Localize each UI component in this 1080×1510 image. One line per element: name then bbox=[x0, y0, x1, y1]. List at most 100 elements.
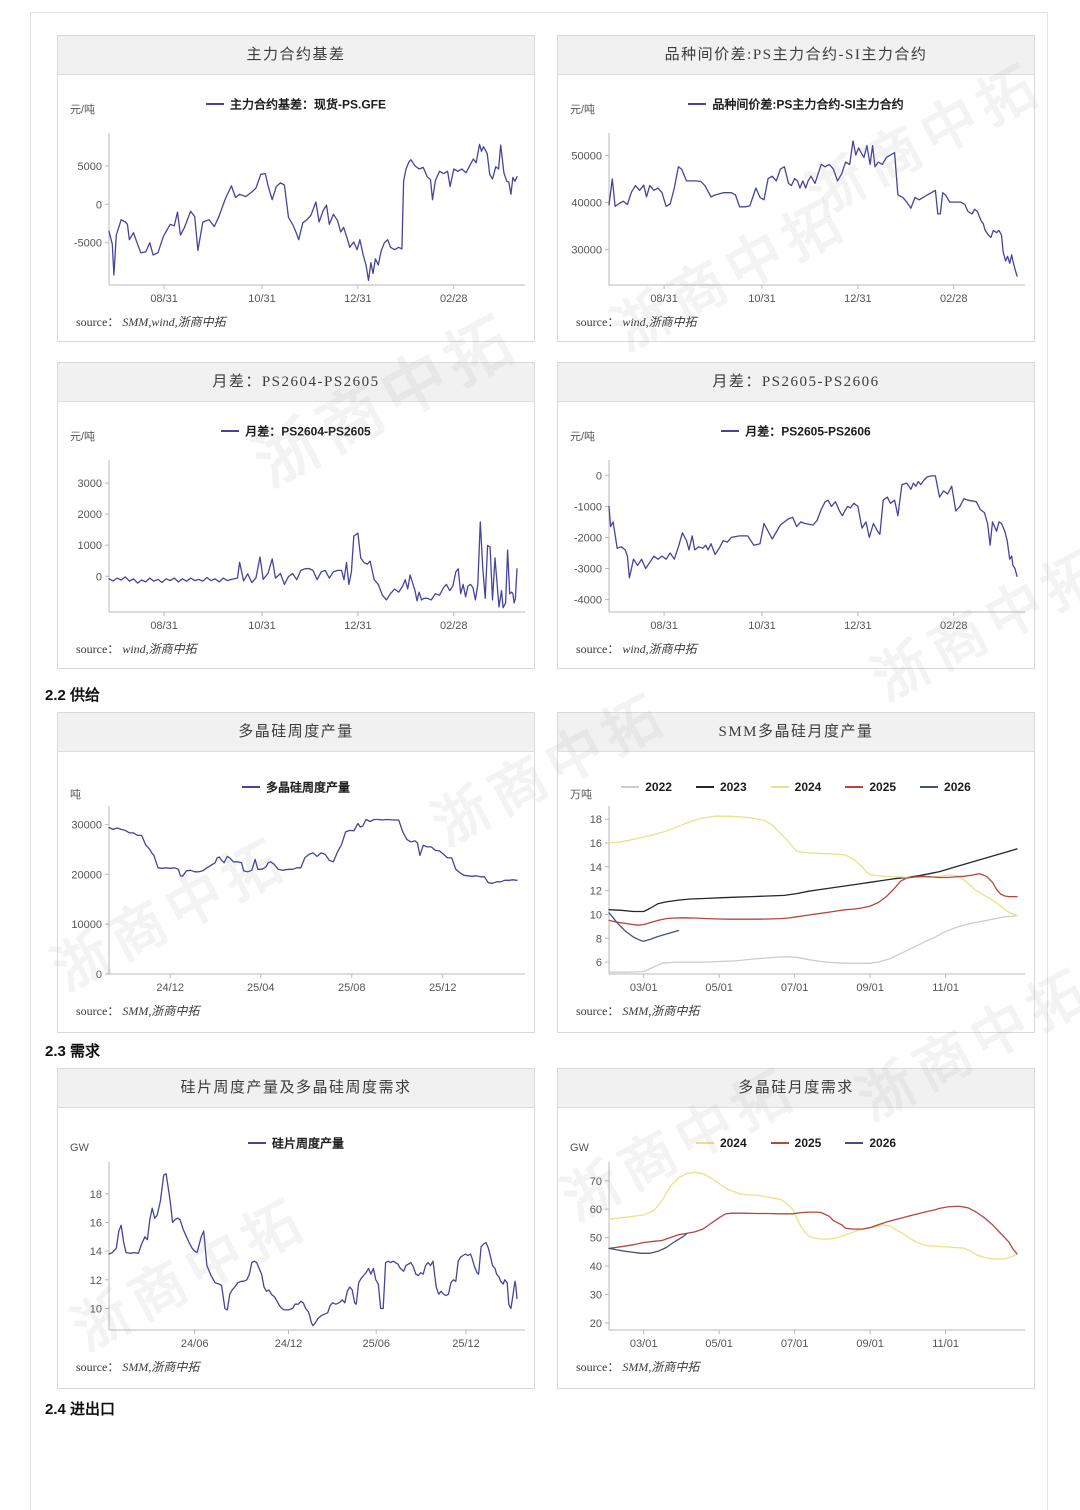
svg-text:-2000: -2000 bbox=[574, 532, 602, 544]
svg-text:6: 6 bbox=[596, 957, 602, 969]
svg-text:02/28: 02/28 bbox=[440, 293, 468, 305]
svg-text:09/01: 09/01 bbox=[856, 982, 884, 994]
legend-item: 2024 bbox=[695, 1134, 747, 1152]
svg-text:18: 18 bbox=[590, 814, 602, 826]
legend-item: 2023 bbox=[695, 778, 747, 796]
chart-plot: 30000 20000 10000 0 24/12 25/04 25/08 25/12 bbox=[71, 806, 525, 994]
chart-panel-monthly-output: SMM多晶硅月度产量 万吨 2022 2023 2024 2025 2026 18 16 1… bbox=[557, 712, 1035, 1033]
series-line bbox=[108, 143, 518, 282]
svg-text:24/06: 24/06 bbox=[181, 1338, 209, 1350]
axis-unit-label: GW bbox=[570, 1142, 589, 1154]
chart-panel-weekly-output: 多晶硅周度产量 吨 多晶硅周度产量 30000 20000 10000 0 24/12 2… bbox=[57, 712, 535, 1033]
svg-text:14: 14 bbox=[590, 862, 602, 874]
svg-text:25/04: 25/04 bbox=[247, 982, 275, 994]
page-frame bbox=[30, 12, 1048, 1510]
svg-text:-1000: -1000 bbox=[574, 501, 602, 513]
chart-plot: 0 -1000 -2000 -3000 -4000 08/31 10/31 12/31 02/2… bbox=[574, 460, 1025, 632]
svg-text:12/31: 12/31 bbox=[344, 293, 372, 305]
legend-label: 2024 bbox=[719, 1135, 747, 1150]
svg-text:30000: 30000 bbox=[571, 245, 602, 257]
svg-text:-4000: -4000 bbox=[574, 595, 602, 607]
chart-title: SMM多晶硅月度产量 bbox=[558, 713, 1034, 752]
legend-item: 月差：PS2604-PS2605 bbox=[221, 422, 371, 440]
svg-text:10: 10 bbox=[90, 1303, 102, 1315]
legend-dash-icon bbox=[221, 429, 240, 432]
legend-dash-icon bbox=[721, 429, 740, 432]
legend-dash-icon bbox=[770, 785, 789, 788]
series-line bbox=[608, 475, 1018, 579]
svg-text:03/01: 03/01 bbox=[630, 1338, 658, 1350]
legend-item: 品种间价差:PS主力合约-SI主力合约 bbox=[688, 95, 904, 113]
chart-plot: 18 16 14 12 10 24/06 24/12 25/06 25/12 bbox=[90, 1162, 525, 1350]
series-line bbox=[108, 1173, 518, 1327]
chart-body: GW 2024 2025 2026 70 60 50 40 30 20 03/01 05/01 07… bbox=[558, 1108, 1034, 1389]
svg-text:1000: 1000 bbox=[78, 540, 102, 552]
svg-text:25/12: 25/12 bbox=[452, 1338, 480, 1350]
legend-label: 多晶硅周度产量 bbox=[265, 780, 350, 795]
chart-body: 元/吨 主力合约基差：现货-PS.GFE 5000 0 -5000 08/31 10/3… bbox=[58, 75, 534, 342]
chart-body: 吨 多晶硅周度产量 30000 20000 10000 0 24/12 25/04 25/0… bbox=[58, 752, 534, 1033]
chart-legend: 主力合约基差：现货-PS.GFE bbox=[58, 95, 534, 113]
chart-source: source： SMM,浙商中拓 bbox=[76, 1360, 200, 1374]
chart-legend: 品种间价差:PS主力合约-SI主力合约 bbox=[558, 95, 1034, 113]
chart-plot: 18 16 14 12 10 8 6 03/01 05/01 07/01 09/01 11/01 bbox=[590, 806, 1025, 994]
legend-dash-icon bbox=[247, 1141, 266, 1144]
svg-text:25/12: 25/12 bbox=[429, 982, 457, 994]
series-line bbox=[608, 914, 1018, 973]
svg-text:07/01: 07/01 bbox=[781, 982, 809, 994]
svg-text:11/01: 11/01 bbox=[932, 982, 959, 994]
svg-text:40000: 40000 bbox=[571, 198, 602, 210]
svg-text:3000: 3000 bbox=[78, 478, 102, 490]
chart-source: source： SMM,wind,浙商中拓 bbox=[76, 315, 226, 329]
chart-source: source： SMM,浙商中拓 bbox=[576, 1004, 700, 1018]
section-heading-supply: 2.2 供给 bbox=[45, 687, 101, 704]
series-line bbox=[608, 1233, 688, 1254]
svg-text:2000: 2000 bbox=[78, 509, 102, 521]
legend-item: 2025 bbox=[845, 778, 896, 796]
chart-legend: 多晶硅周度产量 bbox=[58, 778, 534, 796]
legend-label: 月差：PS2605-PS2606 bbox=[745, 424, 871, 439]
legend-item: 2025 bbox=[770, 1134, 821, 1152]
chart-plot: 3000 2000 1000 0 08/31 10/31 12/31 02/28 bbox=[78, 460, 525, 632]
series-line bbox=[608, 1205, 1018, 1255]
legend-label: 硅片周度产量 bbox=[271, 1136, 344, 1151]
chart-legend: 月差：PS2605-PS2606 bbox=[558, 422, 1034, 440]
series-line bbox=[608, 873, 1018, 926]
legend-label: 2023 bbox=[719, 779, 747, 794]
series-line bbox=[108, 521, 518, 609]
svg-text:50000: 50000 bbox=[571, 150, 602, 162]
svg-text:30: 30 bbox=[590, 1289, 602, 1301]
svg-text:10: 10 bbox=[590, 909, 602, 921]
svg-text:20: 20 bbox=[590, 1318, 602, 1330]
chart-panel-basis: 主力合约基差 元/吨 主力合约基差：现货-PS.GFE 5000 0 -5000 08… bbox=[57, 35, 535, 342]
svg-text:05/01: 05/01 bbox=[705, 1338, 733, 1350]
legend-dash-icon bbox=[695, 1141, 714, 1144]
legend-label: 2025 bbox=[869, 779, 897, 794]
svg-text:07/01: 07/01 bbox=[781, 1338, 809, 1350]
chart-legend: 2024 2025 2026 bbox=[558, 1134, 1034, 1152]
svg-text:11/01: 11/01 bbox=[932, 1338, 959, 1350]
legend-item: 主力合约基差：现货-PS.GFE bbox=[205, 95, 386, 113]
axis-unit-label: GW bbox=[70, 1142, 89, 1154]
legend-item: 月差：PS2605-PS2606 bbox=[721, 422, 871, 440]
svg-text:24/12: 24/12 bbox=[156, 982, 184, 994]
legend-label: 2022 bbox=[645, 779, 672, 794]
svg-text:08/31: 08/31 bbox=[650, 620, 678, 632]
svg-text:8: 8 bbox=[596, 933, 602, 945]
chart-title: 月差：PS2604-PS2605 bbox=[58, 363, 534, 402]
legend-dash-icon bbox=[845, 785, 864, 788]
chart-title: 品种间价差:PS主力合约-SI主力合约 bbox=[558, 36, 1034, 75]
svg-text:08/31: 08/31 bbox=[150, 293, 178, 305]
legend-item: 硅片周度产量 bbox=[247, 1134, 344, 1152]
chart-source: source： wind,浙商中拓 bbox=[76, 642, 197, 656]
legend-label: 主力合约基差：现货-PS.GFE bbox=[229, 97, 386, 112]
svg-text:05/01: 05/01 bbox=[705, 982, 733, 994]
section-heading-import-export: 2.4 进出口 bbox=[45, 1401, 116, 1418]
chart-panel-wafer-weekly: 硅片周度产量及多晶硅周度需求 GW 硅片周度产量 18 16 14 12 10 24/06… bbox=[57, 1068, 535, 1389]
svg-text:40: 40 bbox=[590, 1261, 602, 1273]
chart-legend: 硅片周度产量 bbox=[58, 1134, 534, 1152]
svg-text:12/31: 12/31 bbox=[344, 620, 372, 632]
section-heading-demand: 2.3 需求 bbox=[45, 1043, 101, 1060]
svg-text:0: 0 bbox=[596, 470, 602, 482]
chart-source: source： wind,浙商中拓 bbox=[576, 315, 697, 329]
